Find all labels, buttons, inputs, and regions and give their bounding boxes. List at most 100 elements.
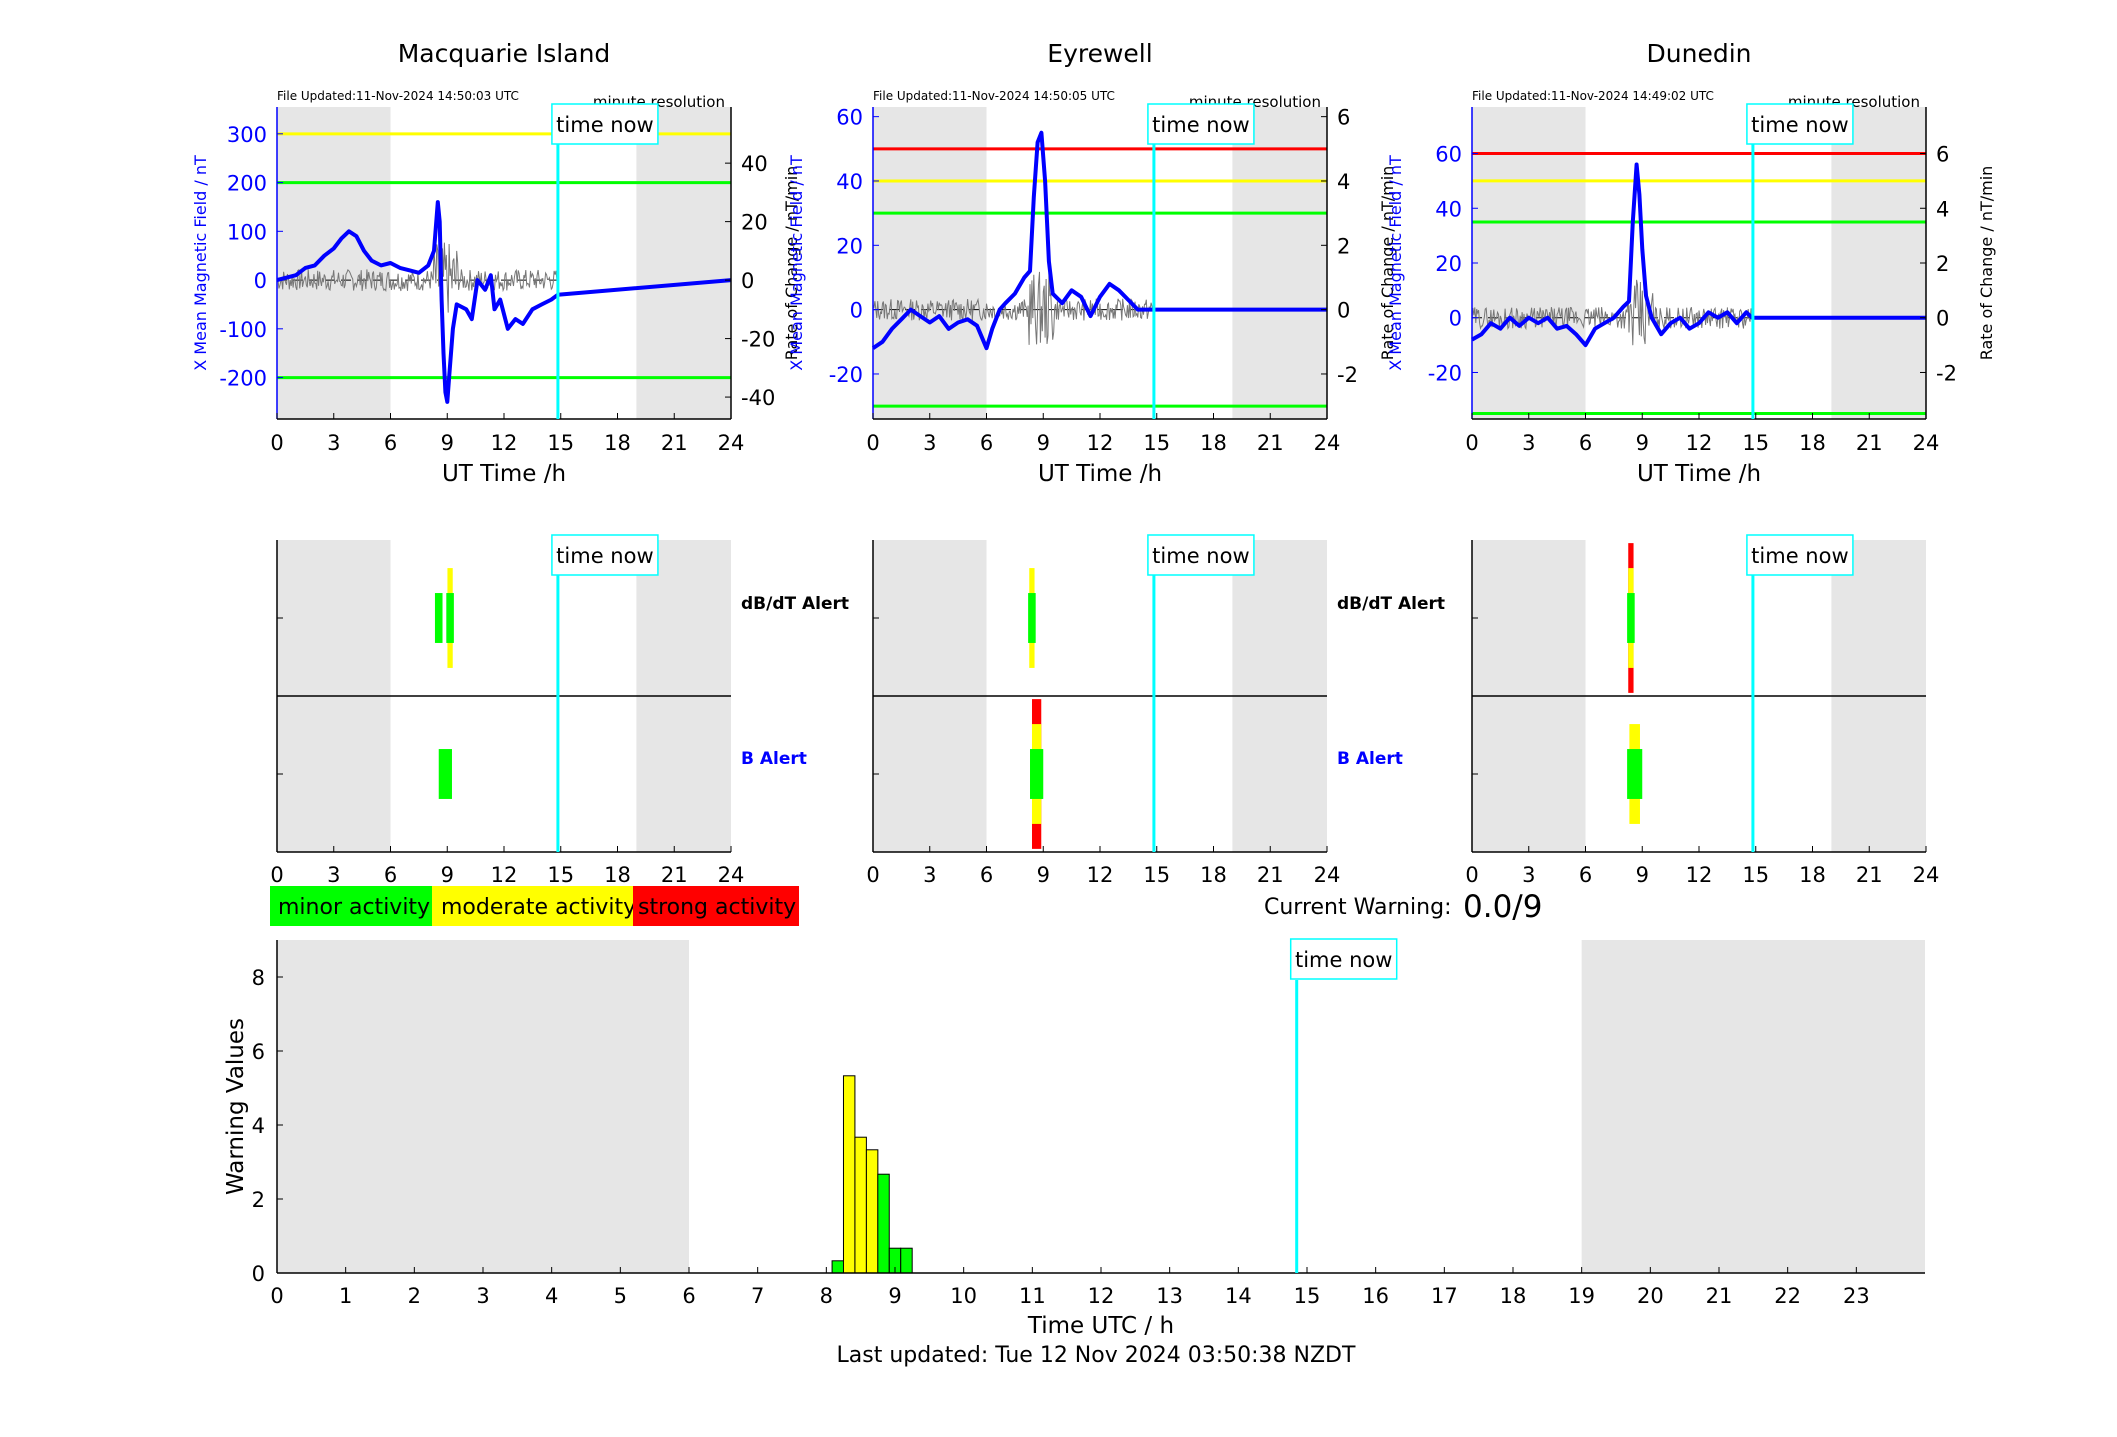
x-tick-label: 21 [1257,863,1284,887]
x-tick-label: 24 [1314,431,1341,455]
x-tick-label: 3 [327,431,340,455]
warning-bar [900,1247,913,1274]
field-mean-line [871,130,1327,351]
y-axis-label: X Mean Magnetic Field / nT [191,155,210,371]
y-tick-label: 0 [252,1262,265,1286]
x-tick-label: 18 [1200,863,1227,887]
x-tick-label: 0 [270,863,283,887]
file-updated-text: File Updated:11-Nov-2024 14:50:05 UTC [873,89,1115,103]
x-tick-label: 9 [888,1284,901,1308]
x-tick-label: 12 [1686,863,1713,887]
y2-tick-label: 0 [741,269,754,293]
y-tick-label: 0 [1449,307,1462,331]
station-title: Dunedin [1647,39,1752,68]
y2-tick-label: 20 [741,211,768,235]
x-tick-label: 7 [751,1284,764,1308]
warning-bar [842,1075,856,1274]
x-tick-label: 24 [1913,863,1940,887]
x-tick-label: 6 [1579,431,1592,455]
y-tick-label: 6 [252,1040,265,1064]
y2-tick-label: 6 [1337,106,1350,130]
x-tick-label: 15 [1294,1284,1321,1308]
y2-axis-label: Rate of Change / nT/min [1977,166,1996,361]
x-tick-label: 4 [545,1284,558,1308]
x-tick-label: 9 [1037,431,1050,455]
x-tick-label: 0 [270,431,283,455]
macquarie-alert-panel: 0 3 6 9 12 15 18 21 24 dB/dT Alert B Alert time now [270,534,849,887]
x-tick-label: 18 [1500,1284,1527,1308]
x-tick-label: 21 [661,431,688,455]
x-tick-label: 22 [1774,1284,1801,1308]
y-tick-label: 40 [836,170,863,194]
legend-moderate-label: moderate activity [441,895,636,920]
x-tick-label: 21 [1257,431,1284,455]
x-tick-label: 21 [1856,863,1883,887]
y-tick-label: 4 [252,1114,265,1138]
x-tick-label: 15 [1742,431,1769,455]
night-band [636,107,731,419]
x-tick-label: 3 [1522,431,1535,455]
dunedin-alert-panel: 0 3 6 9 12 15 18 21 24 time now [1465,534,1940,887]
x-tick-label: 9 [1037,863,1050,887]
y-axis-label: X Mean Magnetic Field / nT [1386,155,1405,371]
y2-axis-label: Rate of Change / nT/min [1378,166,1397,361]
warning-bar [865,1149,879,1274]
b-alert-block-minor [1030,749,1044,799]
x-axis-label: Time UTC / h [1027,1313,1174,1339]
x-axis-label: UT Time /h [442,461,566,487]
b-alert-block-minor [438,749,452,799]
file-updated-text: File Updated:11-Nov-2024 14:49:02 UTC [1472,89,1714,103]
y-tick-label: 0 [850,299,863,323]
y-tick-label: -100 [219,318,267,342]
x-tick-label: 23 [1843,1284,1870,1308]
y-tick-label: 20 [1435,252,1462,276]
dbdt-alert-block-minor [1028,593,1036,643]
legend-strong-label: strong activity [638,895,796,920]
legend-minor-swatch [270,886,432,926]
time-now-label: time now [1152,113,1249,137]
y2-tick-label: 0 [1337,299,1350,323]
dbdt-alert-label: dB/dT Alert [741,594,849,614]
legend-moderate-swatch [432,886,633,926]
y2-tick-label: 40 [741,152,768,176]
station-title: Macquarie Island [398,39,611,68]
x-tick-label: 3 [476,1284,489,1308]
x-tick-label: 16 [1362,1284,1389,1308]
y2-tick-label: 2 [1337,234,1350,258]
x-tick-label: 6 [384,863,397,887]
macquarie-field-chart: Macquarie Island File Updated:11-Nov-2024… [191,39,801,487]
x-tick-label: 18 [1799,431,1826,455]
dunedin-field-chart: Dunedin File Updated:11-Nov-2024 14:49:02… [1386,39,1996,487]
x-tick-label: 12 [491,863,518,887]
night-band [873,107,987,419]
x-tick-label: 19 [1568,1284,1595,1308]
y2-tick-label: -40 [741,386,775,410]
x-tick-label: 21 [1856,431,1883,455]
rate-of-change-line [872,271,1154,345]
y2-tick-label: -2 [1936,361,1957,385]
station-title: Eyrewell [1047,39,1152,68]
x-tick-label: 9 [1636,863,1649,887]
night-band [1831,107,1926,419]
x-tick-label: 17 [1431,1284,1458,1308]
warning-bar [877,1173,890,1274]
dbdt-alert-block-minor [1627,593,1635,643]
x-tick-label: 18 [1200,431,1227,455]
time-now-label: time now [1152,544,1249,568]
current-warning-value: 0.0/9 [1463,889,1542,925]
x-tick-label: 8 [820,1284,833,1308]
file-updated-text: File Updated:11-Nov-2024 14:50:03 UTC [277,89,519,103]
time-now-box [1147,103,1255,145]
x-tick-label: 24 [1913,431,1940,455]
x-tick-label: 15 [1143,431,1170,455]
time-now-box [551,534,659,576]
x-tick-label: 21 [1706,1284,1733,1308]
current-warning-label: Current Warning: [1264,895,1451,920]
x-tick-label: 0 [270,1284,283,1308]
rate-of-change-line [276,242,558,313]
x-tick-label: 2 [408,1284,421,1308]
x-tick-label: 3 [923,863,936,887]
dbdt-alert-block-minor [446,593,454,643]
x-tick-label: 12 [1087,863,1114,887]
